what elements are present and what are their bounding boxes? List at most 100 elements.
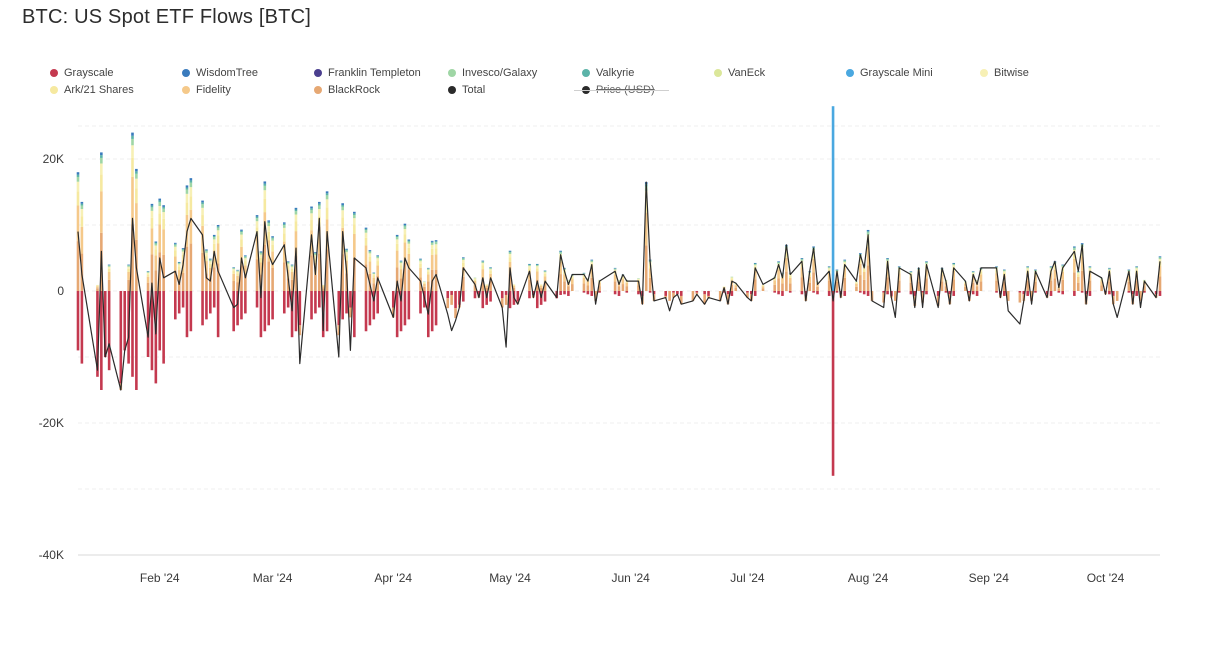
bar-grayscale [318,291,321,308]
bar-valkyrie [1135,266,1138,268]
bar-grayscale [532,291,535,295]
bar-blackrock [1034,281,1037,291]
bar-blackrock [1100,285,1103,291]
bar-blackrock [726,294,730,305]
bar-blackrock [318,253,321,291]
bar-grayscale [726,291,730,295]
bar-blackrock [201,253,204,291]
bar-bitwise [543,272,547,274]
bar-grayscale [212,291,216,308]
legend-label: VanEck [728,67,766,79]
bar-blackrock [570,284,574,291]
bar-blackrock [785,271,788,291]
bar-blackrock [158,252,162,291]
legend-item-invesco-galaxy[interactable]: Invesco/Galaxy [448,67,537,79]
bar-invesco-galaxy [100,157,103,164]
bar-blackrock [1006,291,1010,301]
bar-bitwise [952,265,956,268]
bar-grayscale [563,291,566,295]
bar-fidelity [1053,269,1057,279]
bar-ark21 [761,285,765,287]
bar-fidelity [917,274,920,282]
bar-valkyrie [174,243,177,245]
bar-grayscale [664,291,668,296]
bar-fidelity [96,286,99,289]
bar-bitwise [259,254,263,258]
bar-blackrock [753,279,757,291]
legend-item-total[interactable]: Total [448,84,485,96]
bar-grayscale [746,291,749,293]
bar-fidelity [1034,275,1037,282]
legend-item-blackrock[interactable]: BlackRock [314,84,380,96]
bar-wisdomtree [1080,243,1084,245]
bar-bitwise [282,227,286,234]
bar-fidelity [353,233,356,258]
bar-blackrock [586,285,590,291]
bar-grayscale [753,291,757,296]
legend-item-vaneck[interactable]: VanEck [714,67,765,79]
bar-blackrock [866,265,870,291]
bar-invesco-galaxy [843,260,847,263]
bar-grayscale [337,291,341,326]
bar-invesco-galaxy [353,214,356,219]
bar-grayscale [948,291,952,295]
bar-wisdomtree [590,259,594,261]
bar-ark21 [528,268,531,272]
legend-item-grayscale-mini[interactable]: Grayscale Mini [846,67,933,79]
bar-bitwise [345,252,348,256]
bar-invesco-galaxy [259,252,263,255]
bar-bitwise [753,265,757,268]
bar-grayscale [1108,291,1111,295]
bar-ark21 [345,255,348,261]
legend-item-grayscale[interactable]: Grayscale [50,67,114,79]
bar-fidelity [481,269,485,279]
bar-invesco-galaxy [286,262,290,264]
bar-wisdomtree [259,251,263,253]
bar-blackrock [255,259,259,291]
bar-invesco-galaxy [216,227,220,231]
bar-grayscale [1088,291,1092,296]
bar-bitwise [201,207,204,216]
bar-blackrock [816,286,819,291]
bar-grayscale [827,291,831,296]
legend-label: Grayscale [64,67,114,79]
y-tick-label: -20K [39,416,64,430]
legend-item-franklin-templeton[interactable]: Franklin Templeton [314,67,421,79]
bar-valkyrie [135,171,138,174]
bar-ark21 [364,237,368,246]
bar-bitwise [539,284,543,285]
bar-bitwise [1135,268,1138,271]
bar-wisdomtree [1061,264,1064,266]
bar-wisdomtree [80,201,84,204]
legend-item-wisdomtree[interactable]: WisdomTree [182,67,258,79]
bar-invesco-galaxy [205,251,208,253]
bar-valkyrie [364,228,368,231]
legend-item-price-usd[interactable]: Price (USD) [574,84,669,96]
bar-fidelity [886,267,889,278]
legend-dot-icon [50,86,58,94]
legend-item-valkyrie[interactable]: Valkyrie [582,67,634,79]
bar-bitwise [481,263,485,266]
legend-item-ark-21-shares[interactable]: Ark/21 Shares [50,84,134,96]
bar-invesco-galaxy [131,138,134,146]
bar-grayscale [450,291,453,295]
bar-grayscale [590,291,594,296]
legend-item-bitwise[interactable]: Bitwise [980,67,1029,79]
bar-blackrock [240,265,243,291]
bar-fidelity [127,271,130,280]
bar-blackrock [236,282,239,291]
bar-invesco-galaxy [971,271,975,273]
bar-fidelity [205,261,208,274]
bar-grayscale [96,291,99,377]
bar-ark21 [567,281,570,283]
legend-item-fidelity[interactable]: Fidelity [182,84,231,96]
bar-grayscale [1003,291,1006,296]
bar-wisdomtree [368,250,372,251]
bar-blackrock [1139,291,1142,301]
legend-label: WisdomTree [196,67,258,79]
bar-ark21 [100,174,103,192]
bar-blackrock [162,254,165,291]
legend-dot-icon [448,69,456,77]
bar-fidelity [150,228,154,255]
bar-fidelity [76,205,80,242]
